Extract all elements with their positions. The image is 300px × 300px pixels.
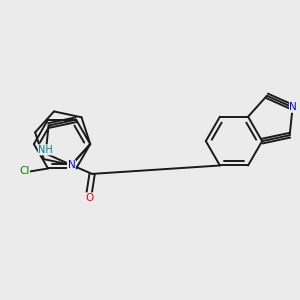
- Text: O: O: [85, 193, 93, 203]
- Text: N: N: [68, 160, 75, 170]
- Text: N: N: [290, 102, 297, 112]
- Text: Cl: Cl: [19, 167, 29, 176]
- Text: NH: NH: [38, 145, 53, 155]
